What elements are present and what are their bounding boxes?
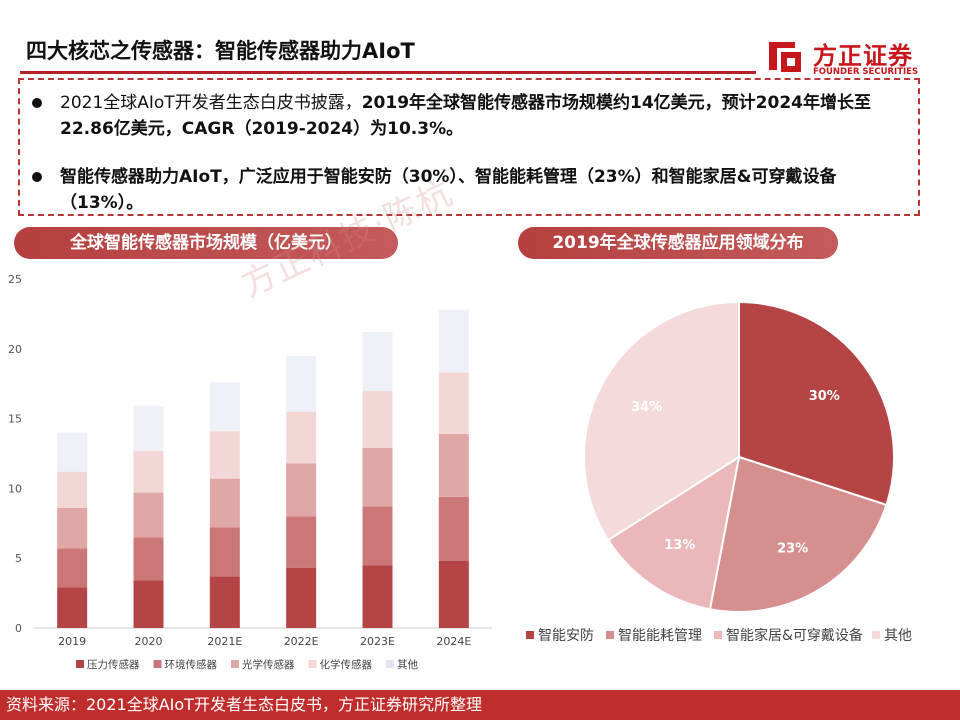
bar-chart-banner: 全球智能传感器市场规模（亿美元） <box>14 227 398 259</box>
pie-value-label: 23% <box>777 542 808 557</box>
pie-slice <box>708 455 888 613</box>
bar-segment <box>133 450 164 493</box>
legend-label: 智能能耗管理 <box>618 628 702 644</box>
legend-swatch <box>872 631 880 639</box>
x-tick-label: 2019 <box>58 635 86 648</box>
summary-bullet-1: 2021全球AIoT开发者生态白皮书披露，2019年全球智能传感器市场规模约14… <box>32 90 912 142</box>
legend-label: 化学传感器 <box>320 658 373 671</box>
legend-label: 智能安防 <box>538 628 594 644</box>
logo-mark-icon <box>769 42 801 72</box>
pie-value-label: 13% <box>664 538 695 553</box>
legend-swatch <box>606 631 614 639</box>
bar-segment <box>57 432 88 472</box>
legend-swatch <box>386 660 394 668</box>
bar-segment <box>57 548 88 588</box>
bar-segment <box>286 567 317 628</box>
y-tick-label: 20 <box>8 343 22 356</box>
pie-slice <box>606 454 741 611</box>
bullet-1-plain: 2021全球AIoT开发者生态白皮书披露， <box>60 93 362 113</box>
bar-segment <box>438 372 469 434</box>
legend-label: 光学传感器 <box>242 658 295 671</box>
title-rule <box>20 71 756 74</box>
pie-value-label: 30% <box>809 389 840 404</box>
bar-segment <box>362 447 393 507</box>
bar-segment <box>438 496 469 561</box>
legend-swatch <box>76 660 84 668</box>
legend-label: 智能家居&可穿戴设备 <box>726 627 863 644</box>
pie-slice <box>583 300 740 542</box>
charts-canvas: 0 5 10 15 20 25 2019 2020 2021E 2022E 2023E 2024E 压力… <box>8 273 912 671</box>
x-tick-label: 2020 <box>135 635 163 648</box>
x-tick-label: 2022E <box>284 635 319 648</box>
bar-segment <box>362 332 393 391</box>
legend-label: 其他 <box>397 658 418 671</box>
summary-box: 2021全球AIoT开发者生态白皮书披露，2019年全球智能传感器市场规模约14… <box>18 78 920 216</box>
pie-slice <box>738 300 895 507</box>
bullet-dot-icon <box>32 98 42 108</box>
bar-segment <box>438 560 469 628</box>
bullet-dot-icon <box>32 172 42 182</box>
bar-segment <box>362 506 393 566</box>
legend-swatch <box>308 660 317 668</box>
bar-segment <box>57 507 88 549</box>
bar-segment <box>362 390 393 448</box>
legend-label: 其他 <box>884 628 912 644</box>
bar-segment <box>209 527 240 577</box>
x-tick-label: 2023E <box>360 635 395 648</box>
bar-segment <box>209 576 240 628</box>
bar-segment <box>286 411 317 464</box>
bar-segment <box>57 471 88 508</box>
source-note: 资料来源：2021全球AIoT开发者生态白皮书，方正证券研究所整理 <box>0 690 960 720</box>
y-tick-label: 25 <box>8 273 22 286</box>
bar-segment <box>133 406 164 451</box>
logo-text-en: FOUNDER SECURITIES <box>813 67 919 77</box>
legend-label: 环境传感器 <box>165 658 218 671</box>
summary-bullet-2: 智能传感器助力AIoT，广泛应用于智能安防（30%）、智能能耗管理（23%）和智… <box>32 164 912 216</box>
y-tick-label: 0 <box>15 622 22 635</box>
bar-segment <box>133 537 164 581</box>
bullet-2-bold: 智能传感器助力AIoT，广泛应用于智能安防（30%）、智能能耗管理（23%）和智… <box>60 167 837 213</box>
company-logo: 方正证券 FOUNDER SECURITIES <box>765 34 940 84</box>
pie-value-label: 34% <box>631 400 662 415</box>
bar-segment <box>209 478 240 528</box>
bar-segment <box>57 587 88 628</box>
bar-segment <box>286 516 317 568</box>
x-tick-label: 2021E <box>207 635 242 648</box>
bar-segment <box>286 355 317 412</box>
pie-chart-banner: 2019年全球传感器应用领域分布 <box>518 227 838 259</box>
legend-label: 压力传感器 <box>87 658 140 671</box>
bullet-1-bold: 2019年全球智能传感器市场规模约14亿美元，预计2024年增长至22.86亿美… <box>60 93 871 139</box>
pie-chart: 30% 23% 13% 34% 智能安防 智能能耗管理 智能家居&可穿戴设备 其他 <box>526 300 912 644</box>
bar-segment <box>438 309 469 373</box>
bar-segment <box>133 492 164 538</box>
legend-swatch <box>526 631 534 639</box>
x-tick-label: 2024E <box>436 635 471 648</box>
bar-segment <box>286 463 317 517</box>
bar-segment <box>438 433 469 497</box>
bar-segment <box>362 565 393 628</box>
legend-swatch <box>714 631 722 639</box>
y-tick-label: 5 <box>15 552 22 565</box>
y-tick-label: 15 <box>8 413 22 426</box>
stacked-bar-chart: 0 5 10 15 20 25 2019 2020 2021E 2022E 2023E 2024E 压力… <box>8 273 492 671</box>
page-title: 四大核芯之传感器：智能传感器助力AIoT <box>26 39 415 63</box>
bar-segment <box>133 580 164 628</box>
y-tick-label: 10 <box>8 482 22 495</box>
bar-segment <box>209 431 240 479</box>
legend-swatch <box>153 660 162 668</box>
logo-text-cn: 方正证券 <box>813 42 913 70</box>
bar-segment <box>209 382 240 432</box>
legend-swatch <box>231 660 239 668</box>
